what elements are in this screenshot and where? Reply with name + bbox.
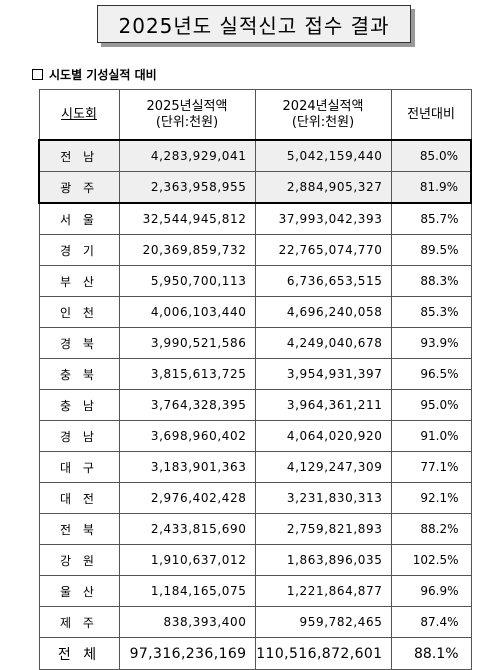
header-region: 시도회 xyxy=(38,89,120,141)
cell-2025: 1,910,637,012 xyxy=(118,544,256,576)
cell-2024: 3,231,830,313 xyxy=(254,482,392,514)
cell-2024: 3,964,361,211 xyxy=(254,389,392,421)
cell-2024: 2,759,821,893 xyxy=(254,513,392,545)
cell-region: 경 북 xyxy=(38,327,120,359)
cell-region: 경 남 xyxy=(38,420,120,452)
page-title: 2025년도 실적신고 접수 결과 xyxy=(97,5,411,43)
cell-region: 충 북 xyxy=(38,358,120,390)
cell-ratio: 95.0% xyxy=(390,389,472,421)
cell-ratio: 88.3% xyxy=(390,265,472,297)
cell-2025: 5,950,700,113 xyxy=(118,265,256,297)
table-header-row: 시도회 2025년실적액 (단위:천원) 2024년실적액 (단위:천원) 전년… xyxy=(38,89,472,141)
cell-2024: 4,129,247,309 xyxy=(254,451,392,483)
cell-ratio: 85.0% xyxy=(390,139,472,172)
cell-2025: 3,698,960,402 xyxy=(118,420,256,452)
cell-ratio: 96.5% xyxy=(390,358,472,390)
checkbox-square-icon xyxy=(32,69,43,80)
section-heading: 시도별 기성실적 대비 xyxy=(32,66,157,83)
table-row: 제 주 838,393,400 959,782,465 87.4% xyxy=(38,606,472,638)
cell-2025: 3,183,901,363 xyxy=(118,451,256,483)
cell-region: 강 원 xyxy=(38,544,120,576)
cell-2025: 20,369,859,732 xyxy=(118,234,256,266)
header-2025: 2025년실적액 (단위:천원) xyxy=(118,89,256,141)
cell-ratio: 88.2% xyxy=(390,513,472,545)
cell-ratio: 96.9% xyxy=(390,575,472,607)
cell-region: 경 기 xyxy=(38,234,120,266)
table-row: 대 전 2,976,402,428 3,231,830,313 92.1% xyxy=(38,482,472,514)
cell-ratio: 88.1% xyxy=(390,637,472,670)
cell-ratio: 92.1% xyxy=(390,482,472,514)
cell-2024: 5,042,159,440 xyxy=(254,139,392,172)
cell-ratio: 102.5% xyxy=(390,544,472,576)
cell-2024: 2,884,905,327 xyxy=(254,171,392,204)
table-row: 울 산 1,184,165,075 1,221,864,877 96.9% xyxy=(38,575,472,607)
cell-ratio: 93.9% xyxy=(390,327,472,359)
table-total-row: 전 체 97,316,236,169 110,516,872,601 88.1% xyxy=(38,637,472,670)
cell-region: 전 남 xyxy=(38,139,120,172)
table-row: 경 남 3,698,960,402 4,064,020,920 91.0% xyxy=(38,420,472,452)
cell-2025: 4,006,103,440 xyxy=(118,296,256,328)
cell-region: 전 북 xyxy=(38,513,120,545)
cell-region: 울 산 xyxy=(38,575,120,607)
table-row: 대 구 3,183,901,363 4,129,247,309 77.1% xyxy=(38,451,472,483)
cell-ratio: 87.4% xyxy=(390,606,472,638)
table-row: 충 남 3,764,328,395 3,964,361,211 95.0% xyxy=(38,389,472,421)
cell-2025: 4,283,929,041 xyxy=(118,139,256,172)
cell-region: 전 체 xyxy=(38,637,120,670)
cell-2024: 4,696,240,058 xyxy=(254,296,392,328)
header-ratio: 전년대비 xyxy=(390,89,472,141)
table-row: 경 기 20,369,859,732 22,765,074,770 89.5% xyxy=(38,234,472,266)
cell-2025: 1,184,165,075 xyxy=(118,575,256,607)
table-row: 경 북 3,990,521,586 4,249,040,678 93.9% xyxy=(38,327,472,359)
cell-ratio: 85.7% xyxy=(390,202,472,235)
table-row: 전 남 4,283,929,041 5,042,159,440 85.0% xyxy=(38,139,472,172)
cell-2024: 4,064,020,920 xyxy=(254,420,392,452)
cell-2024: 110,516,872,601 xyxy=(254,637,392,670)
cell-2024: 959,782,465 xyxy=(254,606,392,638)
cell-region: 서 울 xyxy=(38,202,120,235)
cell-2024: 22,765,074,770 xyxy=(254,234,392,266)
cell-region: 대 전 xyxy=(38,482,120,514)
table-row: 광 주 2,363,958,955 2,884,905,327 81.9% xyxy=(38,171,472,204)
cell-region: 충 남 xyxy=(38,389,120,421)
cell-2024: 1,221,864,877 xyxy=(254,575,392,607)
table-row: 전 북 2,433,815,690 2,759,821,893 88.2% xyxy=(38,513,472,545)
cell-ratio: 77.1% xyxy=(390,451,472,483)
cell-2025: 3,815,613,725 xyxy=(118,358,256,390)
cell-region: 인 천 xyxy=(38,296,120,328)
table-row: 인 천 4,006,103,440 4,696,240,058 85.3% xyxy=(38,296,472,328)
cell-2024: 3,954,931,397 xyxy=(254,358,392,390)
cell-2024: 4,249,040,678 xyxy=(254,327,392,359)
cell-2025: 97,316,236,169 xyxy=(118,637,256,670)
table-row: 강 원 1,910,637,012 1,863,896,035 102.5% xyxy=(38,544,472,576)
cell-2025: 2,976,402,428 xyxy=(118,482,256,514)
cell-region: 제 주 xyxy=(38,606,120,638)
cell-region: 광 주 xyxy=(38,171,120,204)
cell-ratio: 81.9% xyxy=(390,171,472,204)
table-row: 부 산 5,950,700,113 6,736,653,515 88.3% xyxy=(38,265,472,297)
results-table: 시도회 2025년실적액 (단위:천원) 2024년실적액 (단위:천원) 전년… xyxy=(38,89,472,670)
cell-region: 부 산 xyxy=(38,265,120,297)
cell-ratio: 91.0% xyxy=(390,420,472,452)
cell-ratio: 85.3% xyxy=(390,296,472,328)
cell-2025: 3,990,521,586 xyxy=(118,327,256,359)
cell-2025: 838,393,400 xyxy=(118,606,256,638)
cell-region: 대 구 xyxy=(38,451,120,483)
cell-2024: 1,863,896,035 xyxy=(254,544,392,576)
cell-ratio: 89.5% xyxy=(390,234,472,266)
header-2024: 2024년실적액 (단위:천원) xyxy=(254,89,392,141)
cell-2024: 37,993,042,393 xyxy=(254,202,392,235)
cell-2024: 6,736,653,515 xyxy=(254,265,392,297)
cell-2025: 2,433,815,690 xyxy=(118,513,256,545)
cell-2025: 3,764,328,395 xyxy=(118,389,256,421)
table-row: 충 북 3,815,613,725 3,954,931,397 96.5% xyxy=(38,358,472,390)
cell-2025: 32,544,945,812 xyxy=(118,202,256,235)
table-row: 서 울 32,544,945,812 37,993,042,393 85.7% xyxy=(38,202,472,235)
section-title: 시도별 기성실적 대비 xyxy=(49,68,157,82)
cell-2025: 2,363,958,955 xyxy=(118,171,256,204)
